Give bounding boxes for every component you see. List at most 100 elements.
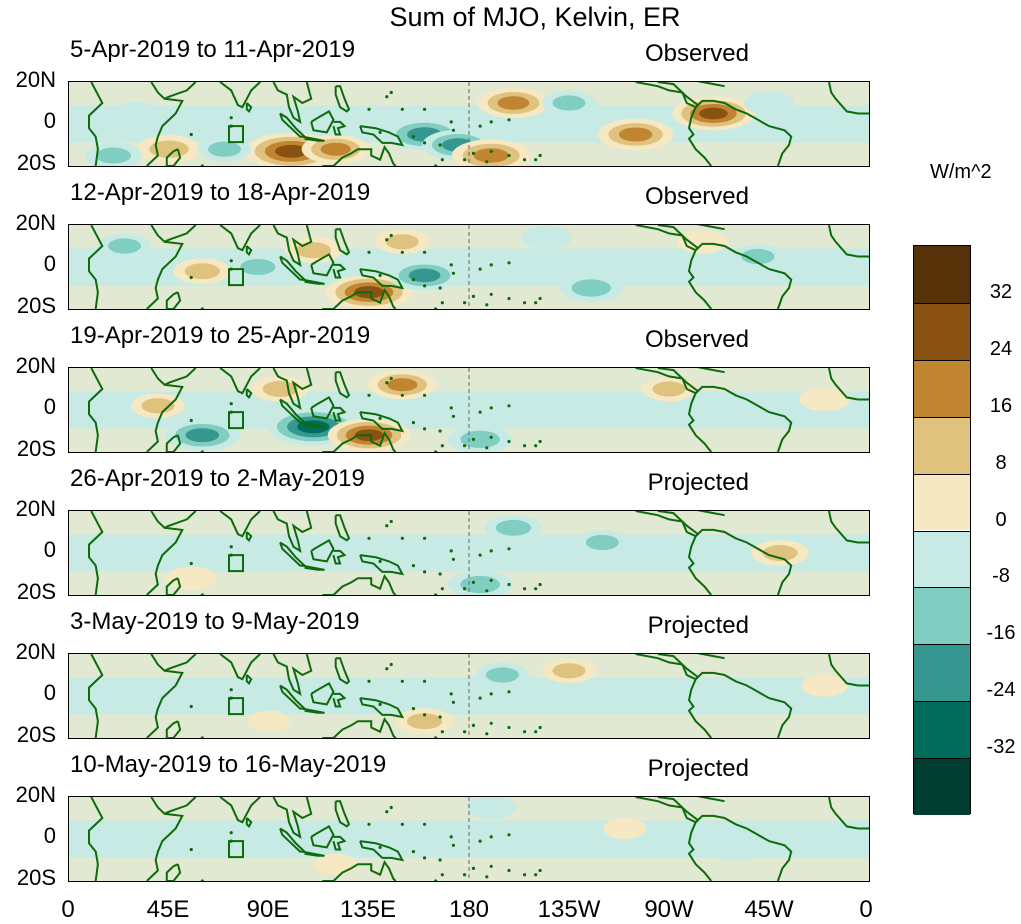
island-dot	[462, 587, 467, 591]
map-frame	[68, 224, 870, 310]
coastline	[245, 388, 253, 400]
panel-status-label: Projected	[647, 755, 749, 782]
island-dot	[507, 261, 511, 265]
island-dot	[200, 164, 204, 166]
coastline	[322, 859, 397, 881]
island-dot	[378, 559, 382, 563]
coastline	[272, 225, 313, 268]
coastline	[696, 82, 725, 88]
island-dot	[367, 822, 371, 826]
island-dot	[400, 107, 404, 111]
contour-blob	[552, 663, 586, 679]
colorbar-segment	[914, 758, 970, 815]
contour-blob	[460, 575, 500, 594]
island-dot	[189, 132, 193, 137]
island-dot	[229, 402, 233, 406]
coastline	[245, 531, 253, 543]
lat-tick-label: 20N	[15, 639, 56, 664]
anomaly-map	[69, 797, 869, 881]
island-dot	[538, 439, 542, 444]
coastline	[219, 368, 261, 395]
island-dot	[507, 118, 511, 122]
coastline	[146, 225, 184, 309]
island-dot	[189, 704, 193, 709]
island-dot	[485, 303, 489, 307]
contour-blob	[473, 148, 509, 163]
coastline	[146, 82, 184, 166]
coastline	[635, 368, 700, 395]
island-dot	[449, 549, 453, 553]
island-dot	[411, 278, 416, 282]
coastline	[334, 657, 351, 685]
coastline	[219, 797, 261, 824]
island-dot	[422, 427, 427, 431]
chagos-box	[228, 411, 244, 430]
island-dot	[229, 831, 233, 835]
contour-blob	[762, 545, 798, 561]
island-dot	[400, 822, 404, 826]
coastline	[310, 110, 335, 134]
island-dot	[451, 557, 456, 561]
contour-blob	[385, 234, 419, 250]
island-dot	[538, 868, 542, 873]
contour-blob	[460, 430, 500, 449]
map-panel: 5-Apr-2019 to 11-Apr-2019 Observed 20N 0 20S	[0, 36, 900, 186]
island-dot	[449, 263, 453, 267]
anomaly-map	[69, 225, 869, 309]
coastline	[245, 674, 253, 686]
island-dot	[449, 835, 453, 839]
island-dot	[229, 259, 233, 263]
coastline	[164, 797, 197, 815]
island-dot	[422, 570, 427, 574]
island-dot	[522, 730, 527, 734]
island-dot	[189, 275, 193, 280]
island-dot	[522, 301, 527, 305]
coastline	[219, 225, 261, 252]
island-dot	[485, 875, 489, 879]
colorbar-tick-label: -16	[986, 622, 1016, 645]
lat-tick-label: 20S	[16, 865, 56, 890]
colorbar-tick-label: -8	[992, 565, 1010, 588]
island-dot	[378, 416, 382, 420]
neutral-band	[69, 654, 869, 678]
contour-blob	[387, 378, 418, 392]
island-dot	[489, 864, 493, 868]
island-dot	[507, 296, 511, 301]
contour-blob	[741, 248, 775, 265]
map-frame	[68, 367, 870, 453]
island-dot	[538, 582, 542, 587]
island-dot	[385, 381, 389, 385]
coastline	[687, 535, 713, 595]
coastline	[359, 125, 405, 147]
island-dot	[507, 404, 511, 408]
coastline	[828, 225, 869, 258]
colorbar-segment	[914, 246, 970, 303]
island-dot	[507, 833, 511, 837]
panel-status-label: Projected	[647, 612, 749, 639]
island-dot	[189, 418, 193, 423]
contour-blob	[521, 225, 572, 250]
panel-date-range: 3-May-2019 to 9-May-2019	[70, 608, 360, 635]
island-dot	[440, 158, 444, 162]
island-dot	[485, 446, 489, 450]
lat-tick-label: 20S	[16, 293, 56, 318]
coastline	[334, 514, 351, 542]
island-dot	[471, 723, 476, 727]
coastline	[332, 692, 347, 708]
island-dot	[385, 524, 389, 528]
chagos-box	[228, 554, 244, 573]
island-dot	[471, 151, 476, 155]
coastline	[687, 392, 713, 452]
island-dot	[507, 582, 511, 587]
colorbar-segment	[914, 416, 970, 474]
map-frame	[68, 81, 870, 167]
coastline	[165, 148, 182, 166]
map-panel: 19-Apr-2019 to 25-Apr-2019 Observed 20N 0 20…	[0, 322, 900, 472]
lat-tick-label: 0	[43, 823, 56, 848]
coastline	[310, 539, 335, 563]
island-dot	[451, 700, 456, 704]
coastline	[694, 528, 793, 595]
lat-tick-label: 20S	[16, 150, 56, 175]
island-dot	[385, 95, 389, 99]
lat-tick-label: 0	[43, 251, 56, 276]
